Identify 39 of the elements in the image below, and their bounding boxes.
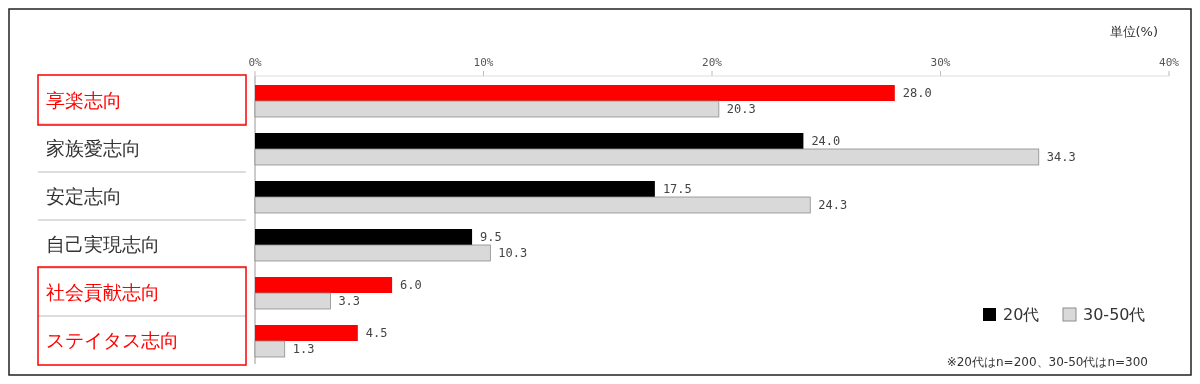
data-label: 17.5 xyxy=(662,182,692,196)
y-tick-label: ステイタス志向 xyxy=(46,329,179,351)
legend-label: 30-50代 xyxy=(1083,305,1146,324)
x-tick-label: 0% xyxy=(248,56,262,69)
y-tick-label: 享楽志向 xyxy=(46,89,122,111)
bar xyxy=(255,133,804,149)
data-label: 24.3 xyxy=(818,198,848,212)
bar xyxy=(255,277,393,293)
bar xyxy=(254,244,491,262)
data-label: 28.0 xyxy=(902,86,932,100)
data-label: 3.3 xyxy=(338,294,361,308)
data-label: 9.5 xyxy=(480,230,502,244)
y-tick-label: 社会貢献志向 xyxy=(46,281,160,303)
bar xyxy=(255,229,473,245)
bar xyxy=(255,85,895,101)
x-tick-label: 40% xyxy=(1159,56,1180,69)
data-label: 6.0 xyxy=(400,278,422,292)
x-tick-label: 10% xyxy=(473,56,494,69)
bar xyxy=(254,292,331,310)
bar xyxy=(254,340,286,358)
data-label: 24.0 xyxy=(811,134,841,148)
annotation: ※20代はn=200、30-50代はn=300 xyxy=(946,355,1148,369)
x-tick-label: 20% xyxy=(702,56,723,69)
x-tick-label: 30% xyxy=(930,56,951,69)
bar xyxy=(254,100,720,118)
data-label: 1.3 xyxy=(292,342,315,356)
bar xyxy=(255,181,655,197)
bar xyxy=(255,325,358,341)
y-tick-label: 家族愛志向 xyxy=(46,137,141,159)
data-label: 10.3 xyxy=(498,246,528,260)
data-label: 20.3 xyxy=(726,102,756,116)
y-tick-label: 安定志向 xyxy=(46,185,122,207)
bar xyxy=(254,196,811,214)
legend-label: 20代 xyxy=(1003,305,1040,324)
bar xyxy=(254,148,1040,166)
text: 単位(%) xyxy=(1109,24,1158,39)
y-tick-label: 自己実現志向 xyxy=(46,233,160,255)
data-label: 34.3 xyxy=(1046,150,1076,164)
data-label: 4.5 xyxy=(365,326,388,340)
